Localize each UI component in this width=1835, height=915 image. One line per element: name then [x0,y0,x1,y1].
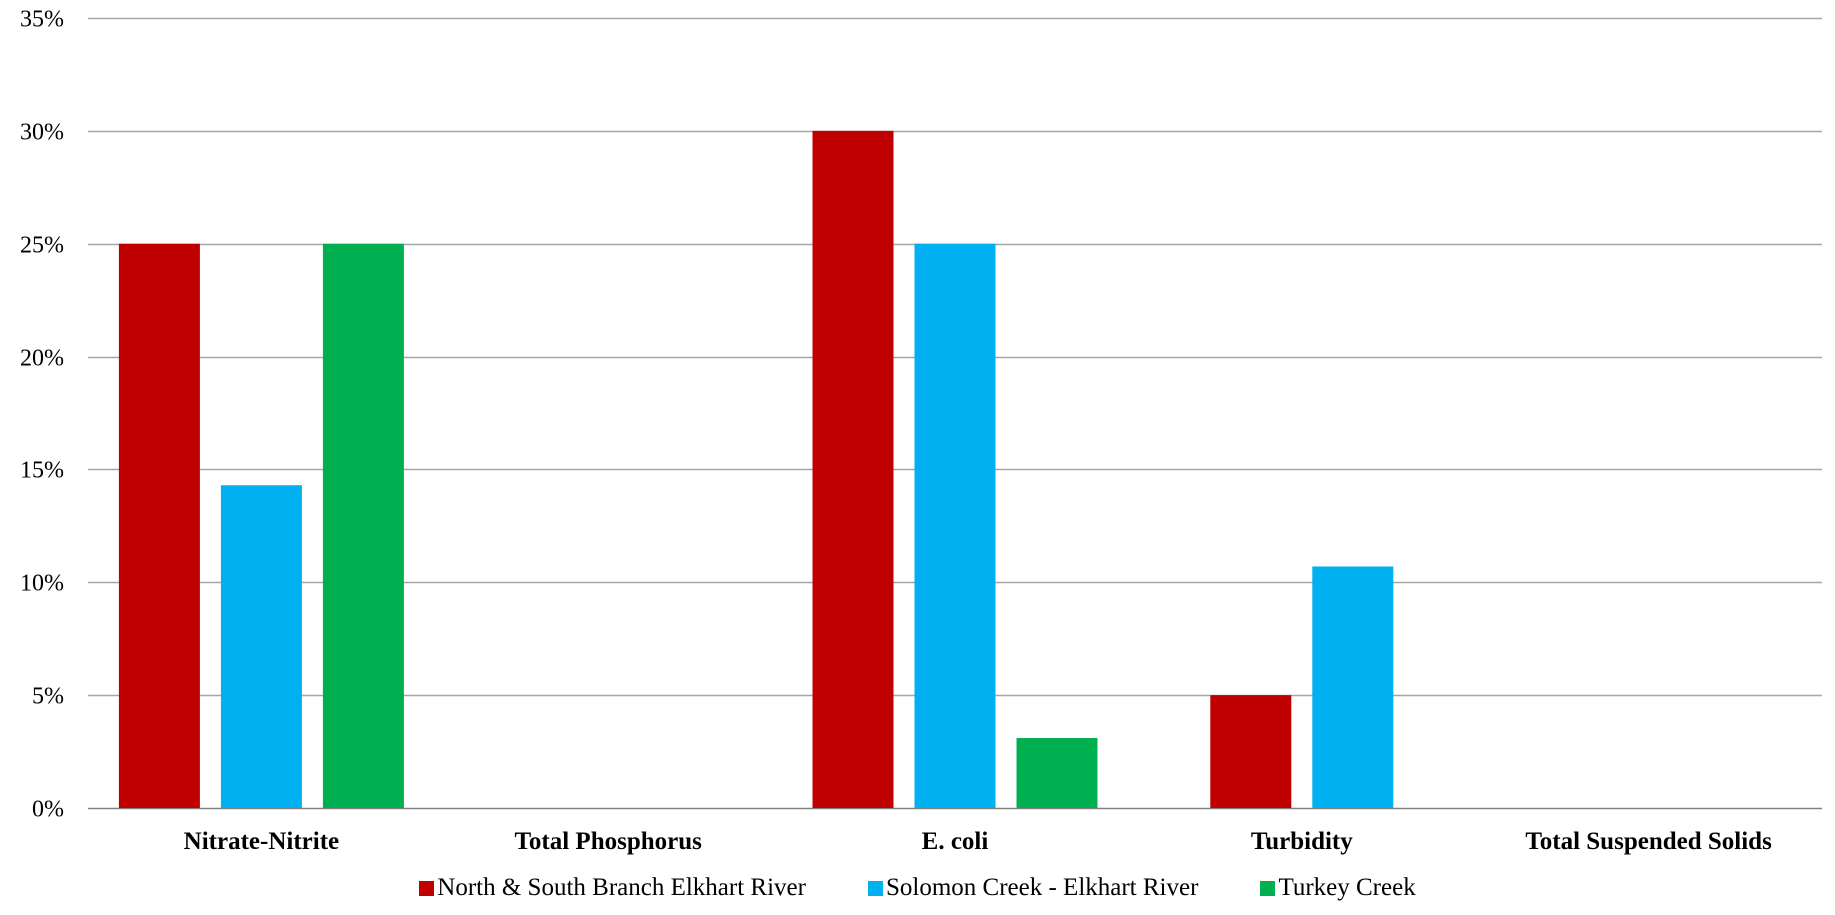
bar-nitrate-nitrite-series-0 [118,243,200,808]
y-tick-label: 30% [20,120,64,146]
legend-label: North & South Branch Elkhart River [437,874,806,901]
x-category-label: Nitrate-Nitrite [184,828,339,855]
legend-label: Solomon Creek - Elkhart River [885,874,1199,901]
legend-swatch [867,880,883,896]
y-tick-label: 20% [20,346,64,372]
y-tick-label: 5% [32,684,64,710]
bar-e-coli-series-1 [914,243,996,808]
bar-turbidity-series-0 [1210,695,1292,808]
bar-nitrate-nitrite-series-1 [220,485,302,808]
legend-swatch [419,880,435,896]
y-tick-label: 10% [20,571,64,597]
x-category-label: Total Phosphorus [515,828,703,855]
x-category-label: Turbidity [1251,828,1353,855]
bar-nitrate-nitrite-series-2 [322,243,404,808]
y-tick-label: 15% [20,458,64,484]
legend-item: Solomon Creek - Elkhart River [867,874,1199,902]
x-category-label: E. coli [922,828,989,855]
legend-item: North & South Branch Elkhart River [419,874,806,902]
y-tick-label: 25% [20,233,64,259]
bar-e-coli-series-2 [1016,738,1098,808]
legend-swatch [1260,880,1276,896]
bar-e-coli-series-0 [812,130,894,808]
legend-item: Turkey Creek [1260,874,1416,902]
bar-turbidity-series-1 [1312,566,1394,808]
legend-label: Turkey Creek [1278,874,1416,901]
y-tick-label: 0% [32,797,64,823]
legend: North & South Branch Elkhart River Solomo… [0,868,1835,908]
x-category-label: Total Suspended Solids [1525,828,1772,855]
y-tick-label: 35% [20,7,64,33]
